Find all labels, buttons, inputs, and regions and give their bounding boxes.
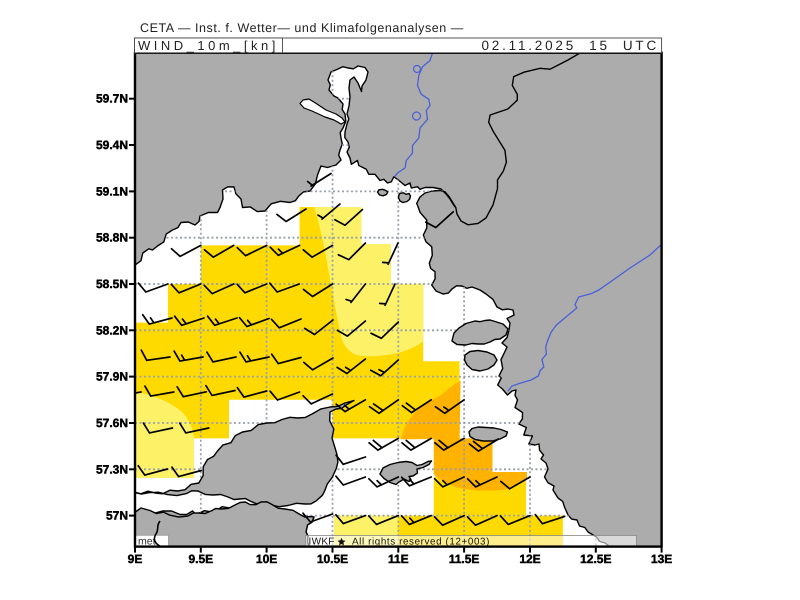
svg-text:57.9N: 57.9N	[96, 370, 128, 384]
svg-text:9E: 9E	[128, 552, 143, 566]
svg-text:9.5E: 9.5E	[188, 552, 213, 566]
svg-text:59.1N: 59.1N	[96, 184, 128, 198]
svg-text:58.2N: 58.2N	[96, 323, 128, 337]
svg-text:12.5E: 12.5E	[580, 552, 611, 566]
svg-text:All rights reserved (12+003): All rights reserved (12+003)	[352, 537, 490, 548]
svg-text:11E: 11E	[388, 552, 409, 566]
svg-text:57.6N: 57.6N	[96, 416, 128, 430]
svg-text:10E: 10E	[256, 552, 277, 566]
svg-text:CETA — Inst. f. Wetter— und Kl: CETA — Inst. f. Wetter— und Klimafolgena…	[140, 21, 464, 35]
svg-text:WIND_10m_[kn]: WIND_10m_[kn]	[138, 38, 279, 53]
svg-text:IWKF: IWKF	[309, 537, 335, 548]
svg-text:11.5E: 11.5E	[449, 552, 480, 566]
svg-text:57N: 57N	[106, 509, 128, 523]
svg-text:12E: 12E	[519, 552, 540, 566]
svg-text:10.5E: 10.5E	[317, 552, 348, 566]
svg-text:59.7N: 59.7N	[96, 92, 128, 106]
svg-text:02.11.2025 15 UTC: 02.11.2025 15 UTC	[481, 38, 659, 53]
svg-text:58.5N: 58.5N	[96, 277, 128, 291]
svg-text:58.8N: 58.8N	[96, 231, 128, 245]
svg-text:13E: 13E	[651, 552, 672, 566]
svg-text:57.3N: 57.3N	[96, 462, 128, 476]
svg-text:met: met	[138, 536, 156, 548]
svg-text:59.4N: 59.4N	[96, 138, 128, 152]
